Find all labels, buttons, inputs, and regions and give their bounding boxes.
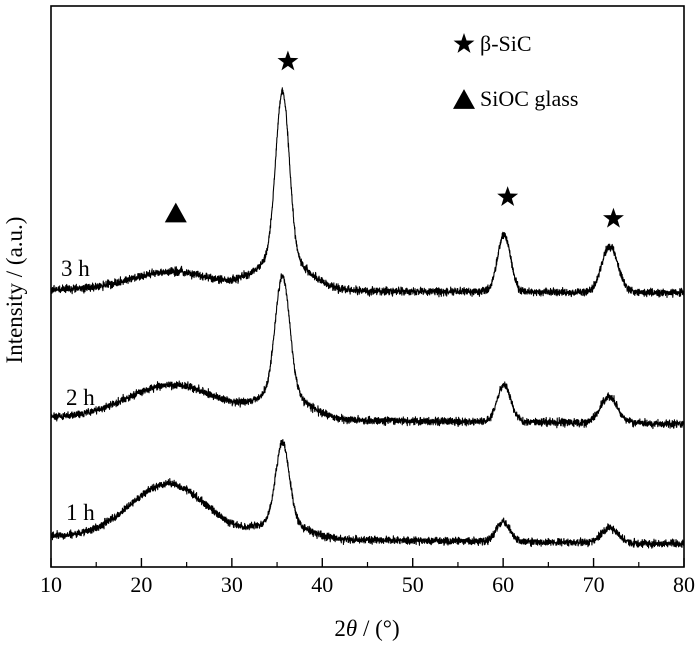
x-tick-label: 40 <box>311 572 333 597</box>
x-tick-label: 20 <box>130 572 152 597</box>
plot-border <box>50 5 685 568</box>
star-icon <box>277 50 299 71</box>
x-axis-title: 2θ / (°) <box>334 616 399 641</box>
plot-frame <box>50 5 685 568</box>
x-axis-ticks: 10 20 30 40 50 60 70 80 <box>40 558 695 597</box>
star-icon <box>497 186 519 207</box>
x-tick-label: 60 <box>492 572 514 597</box>
series-label: 2 h <box>66 385 95 410</box>
x-axis-title-unit: / (°) <box>357 616 399 641</box>
star-icon <box>603 207 624 228</box>
series-layer: 1 h 2 h 3 h <box>50 87 685 549</box>
x-tick-label: 10 <box>40 572 62 597</box>
legend: β-SiC SiOC glass <box>453 31 578 111</box>
series-line <box>50 438 685 549</box>
peak-markers <box>164 50 624 228</box>
triangle-icon <box>453 89 475 109</box>
legend-label-sioc-glass: SiOC glass <box>480 86 578 111</box>
x-axis-title-prefix: 2 <box>334 616 346 641</box>
series-label: 1 h <box>66 500 95 525</box>
series-label: 3 h <box>61 256 90 281</box>
series-line <box>50 273 685 430</box>
x-tick-label: 70 <box>583 572 605 597</box>
series-line <box>50 87 685 299</box>
triangle-icon <box>164 202 187 223</box>
star-icon <box>453 33 475 53</box>
x-tick-label: 80 <box>673 572 695 597</box>
legend-item-beta-sic: β-SiC <box>453 31 532 56</box>
x-tick-label: 50 <box>402 572 424 597</box>
x-tick-label: 30 <box>221 572 243 597</box>
legend-item-sioc-glass: SiOC glass <box>453 86 578 111</box>
legend-label-beta-sic: β-SiC <box>480 31 532 56</box>
y-axis-title: Intensity / (a.u.) <box>2 217 27 364</box>
x-axis-title-theta: θ <box>346 616 357 641</box>
